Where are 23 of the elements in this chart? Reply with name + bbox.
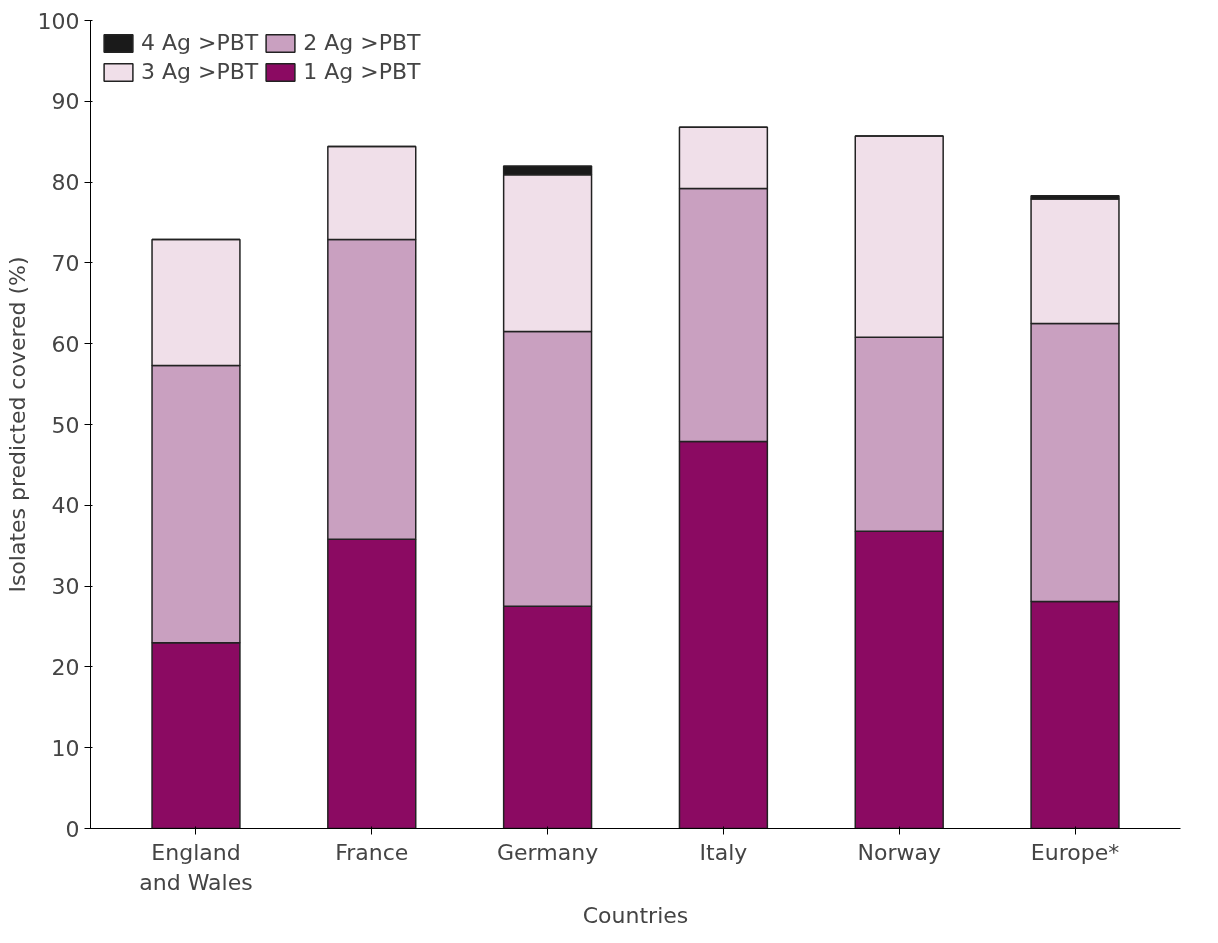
x-tick-label: Europe* bbox=[1030, 839, 1120, 865]
y-tick-label: 0 bbox=[65, 816, 80, 842]
y-tick-label: 30 bbox=[51, 574, 80, 600]
y-tick-label: 40 bbox=[51, 493, 80, 519]
y-tick-label: 80 bbox=[51, 170, 80, 196]
y-tick-label: 20 bbox=[51, 654, 80, 680]
y-tick-label: 100 bbox=[37, 8, 80, 34]
legend-label: 1 Ag >PBT bbox=[303, 59, 421, 84]
y-tick-label: 10 bbox=[51, 735, 80, 761]
x-tick-label: Italy bbox=[699, 839, 748, 865]
legend-label: 4 Ag >PBT bbox=[141, 30, 259, 55]
legend-label: 2 Ag >PBT bbox=[303, 30, 421, 55]
x-tick-label: France bbox=[335, 839, 409, 865]
x-tick-label: Norway bbox=[857, 839, 941, 865]
y-axis-title: Isolates predicted covered (%) bbox=[4, 256, 30, 593]
y-tick-label: 50 bbox=[51, 412, 80, 438]
legend-label: 3 Ag >PBT bbox=[141, 59, 259, 84]
x-axis-title: Countries bbox=[582, 902, 689, 928]
y-tick-label: 60 bbox=[51, 331, 80, 357]
x-tick-label: Germany bbox=[497, 839, 599, 865]
y-tick-label: 70 bbox=[51, 250, 80, 276]
y-tick-label: 90 bbox=[51, 89, 80, 115]
x-tick-label: England and Wales bbox=[139, 839, 253, 895]
